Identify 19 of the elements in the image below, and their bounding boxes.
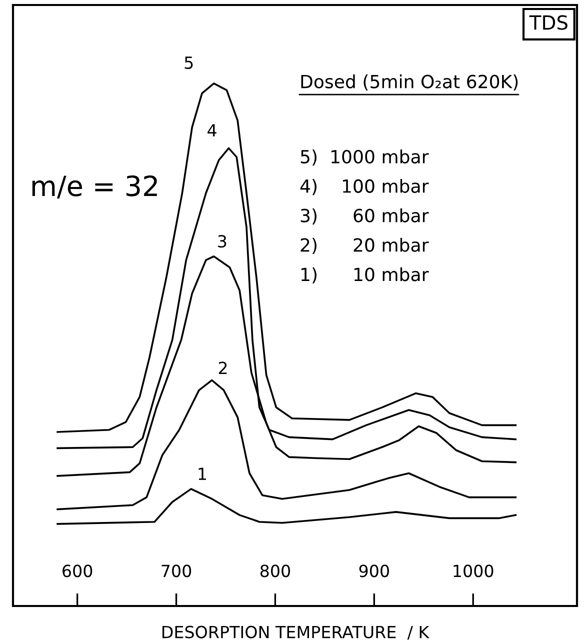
series-label: 5 [184, 56, 193, 70]
x-tick-label: 700 [162, 564, 192, 578]
series-label: 4 [208, 124, 216, 136]
annotation: 1) 10 mbar [301, 267, 429, 284]
text: TDS [529, 15, 568, 30]
series-label: 1 [198, 468, 206, 480]
x-tick-label: 800 [260, 564, 290, 578]
series-label: 3 [218, 234, 226, 248]
annotation: Dosed (5min O₂at 620K) [301, 74, 518, 90]
x-axis-title: DESORPTION TEMPERATURE / K [162, 626, 430, 640]
x-tick-label: 1000 [454, 564, 494, 578]
annotation: 4) 100 mbar [300, 178, 429, 196]
annotation: 2) 20 mbar [300, 238, 429, 254]
x-tick-label: 600 [62, 564, 92, 578]
series-label: 2 [218, 362, 227, 374]
x-tick-label: 900 [359, 564, 389, 578]
annotation: 5) 1000 mbar [300, 150, 429, 166]
annotation: m/e = 32 [32, 175, 157, 199]
annotation: 3) 60 mbar [300, 208, 429, 225]
